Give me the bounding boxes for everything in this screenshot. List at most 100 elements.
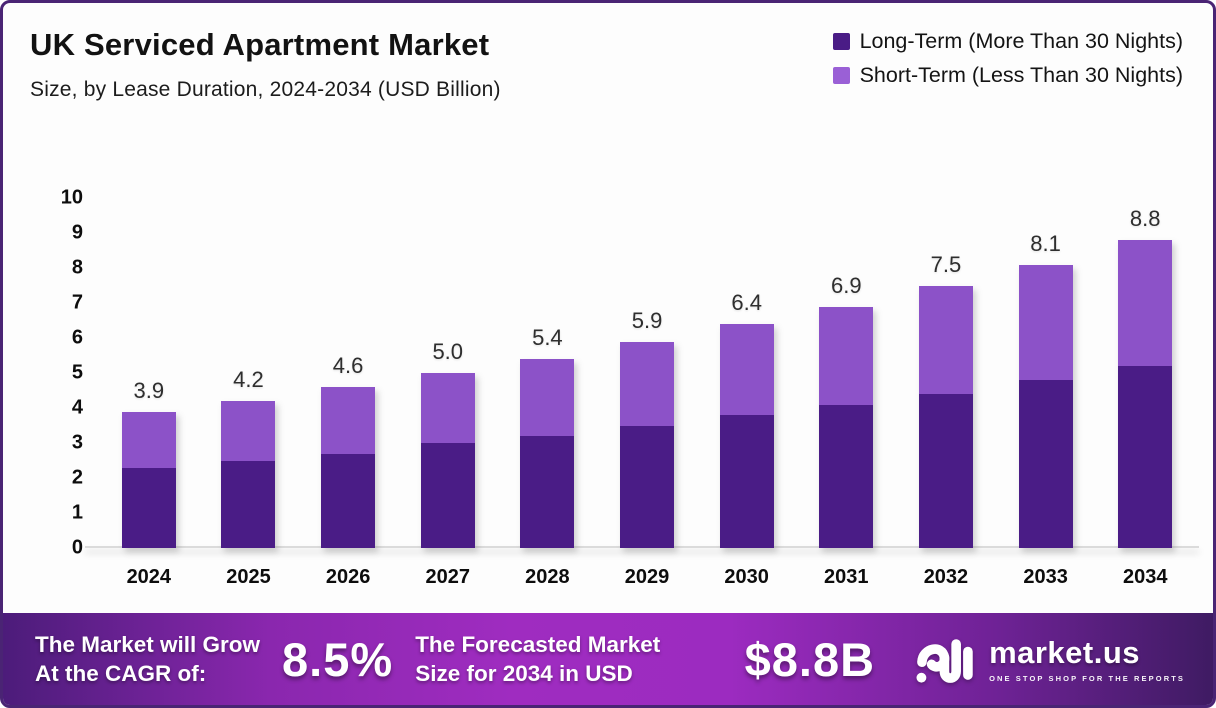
x-axis-label-2031: 2031 [824, 566, 869, 588]
bar-area: 5.0 [420, 198, 475, 548]
bar-area: 8.8 [1118, 198, 1173, 548]
legend: Long-Term (More Than 30 Nights) Short-Ter… [832, 29, 1183, 88]
bar-area: 6.9 [819, 198, 874, 548]
y-axis-tick-6: 6 [71, 326, 83, 349]
bar-segment-short-term [121, 411, 176, 468]
bar-column-2029: 5.9 2029 [597, 198, 697, 600]
market-us-logo-icon [916, 639, 973, 683]
bar-column-2030: 6.4 2030 [697, 198, 797, 600]
bar-total-label: 6.4 [731, 290, 762, 315]
bar-segment-long-term [520, 436, 575, 548]
bar-area: 3.9 [121, 198, 176, 548]
bar-segment-short-term [420, 373, 475, 443]
market-us-logo: market.us One Stop Shop For The Reports [915, 631, 1185, 687]
logo-name: market.us [989, 635, 1141, 670]
bar-total-label: 4.6 [332, 353, 364, 378]
stacked-bar-2024: 3.9 [121, 378, 176, 548]
bar-area: 8.1 [1018, 198, 1073, 548]
x-axis-label-2034: 2034 [1122, 566, 1168, 588]
cagr-label: The Market will Grow At the CAGR of: [35, 630, 260, 689]
bar-segment-short-term [520, 359, 575, 436]
bar-segment-short-term [321, 387, 376, 454]
stacked-bar-2034: 8.8 [1118, 206, 1173, 548]
stacked-bar-2025: 4.2 [221, 367, 276, 548]
bar-area: 4.2 [221, 198, 276, 548]
bar-column-2032: 7.5 2032 [896, 198, 996, 600]
cagr-value: 8.5% [282, 632, 394, 686]
bar-area: 7.5 [918, 198, 973, 548]
legend-item-1: Short-Term (Less Than 30 Nights) [832, 63, 1183, 88]
forecast-label-line1: The Forecasted Market [415, 631, 661, 657]
bar-segment-long-term [420, 443, 475, 548]
bar-segment-short-term [719, 324, 774, 415]
stacked-bar-2029: 5.9 [620, 308, 675, 548]
forecast-label: The Forecasted Market Size for 2034 in U… [415, 630, 660, 689]
bar-segment-short-term [1118, 240, 1173, 366]
x-axis-label-2029: 2029 [624, 566, 670, 588]
bar-column-2025: 4.2 2025 [199, 198, 299, 600]
bar-total-label: 5.4 [532, 325, 563, 350]
y-axis-tick-7: 7 [71, 291, 83, 314]
bar-segment-short-term [918, 285, 973, 394]
forecast-value: $8.8B [744, 632, 876, 686]
y-axis-tick-1: 1 [71, 501, 83, 524]
bar-segment-long-term [620, 425, 675, 548]
x-axis-label-2024: 2024 [126, 566, 172, 588]
bar-total-label: 5.9 [631, 307, 663, 333]
bar-segment-short-term [1018, 264, 1073, 380]
x-axis-label-2027: 2027 [425, 566, 470, 588]
legend-swatch-icon [832, 67, 850, 84]
bar-segment-long-term [1018, 380, 1073, 548]
bar-segment-short-term [819, 306, 874, 405]
bar-total-label: 8.8 [1129, 206, 1161, 231]
y-axis-tick-4: 4 [71, 396, 83, 419]
bar-segment-long-term [121, 467, 176, 548]
chart-header: UK Serviced Apartment Market Size, by Le… [30, 27, 501, 102]
bar-total-label: 7.5 [930, 251, 962, 277]
bar-segment-long-term [918, 394, 973, 548]
bar-column-2028: 5.4 2028 [498, 198, 598, 600]
bar-total-label: 4.2 [233, 367, 264, 392]
y-axis-tick-2: 2 [71, 466, 83, 489]
y-axis-tick-10: 10 [60, 186, 83, 209]
x-axis-label-2030: 2030 [724, 566, 769, 588]
stacked-bar-chart: 3.9 2024 4.2 2025 4.6 2026 5.0 2027 5.4 2028 5.9 20… [85, 198, 1199, 600]
bar-segment-long-term [819, 404, 874, 548]
y-axis-tick-5: 5 [71, 361, 83, 384]
y-axis-tick-3: 3 [71, 431, 83, 454]
x-axis-label-2026: 2026 [325, 566, 371, 588]
y-axis: 10 9 8 7 6 5 4 3 2 1 0 [37, 187, 83, 559]
bar-segment-long-term [321, 453, 376, 548]
x-axis-label-2033: 2033 [1023, 566, 1068, 588]
bar-column-2033: 8.1 2033 [996, 198, 1096, 600]
bar-column-2031: 6.9 2031 [796, 198, 896, 600]
bar-segment-long-term [221, 460, 276, 548]
logo-tagline: One Stop Shop For The Reports [989, 674, 1185, 683]
y-axis-tick-8: 8 [71, 256, 83, 279]
footer-banner: The Market will Grow At the CAGR of: 8.5… [3, 613, 1213, 705]
bar-area: 6.4 [719, 198, 774, 548]
y-axis-tick-0: 0 [71, 536, 83, 559]
stacked-bar-2028: 5.4 [520, 325, 575, 548]
bar-segment-short-term [221, 401, 276, 461]
x-axis-label-2025: 2025 [226, 566, 271, 588]
stacked-bar-2032: 7.5 [918, 252, 973, 548]
bar-area: 5.9 [620, 198, 675, 548]
bar-columns: 3.9 2024 4.2 2025 4.6 2026 5.0 2027 5.4 2028 5.9 20… [99, 198, 1195, 600]
forecast-label-line2: Size for 2034 in USD [415, 661, 633, 686]
logo-text-block: market.us One Stop Shop For The Reports [989, 635, 1185, 683]
bar-total-label: 8.1 [1030, 230, 1061, 256]
y-axis-tick-9: 9 [71, 221, 83, 244]
bar-total-label: 3.9 [133, 377, 165, 403]
stacked-bar-2027: 5.0 [420, 339, 475, 548]
stacked-bar-2026: 4.6 [321, 353, 376, 548]
bar-segment-long-term [1118, 366, 1173, 548]
bar-column-2026: 4.6 2026 [298, 198, 398, 600]
bar-area: 4.6 [321, 198, 376, 548]
cagr-label-line2: At the CAGR of: [35, 661, 207, 686]
bar-column-2034: 8.8 2034 [1095, 198, 1195, 600]
legend-label: Long-Term (More Than 30 Nights) [859, 29, 1183, 53]
cagr-label-line1: The Market will Grow [35, 631, 261, 657]
bar-column-2027: 5.0 2027 [398, 198, 498, 600]
